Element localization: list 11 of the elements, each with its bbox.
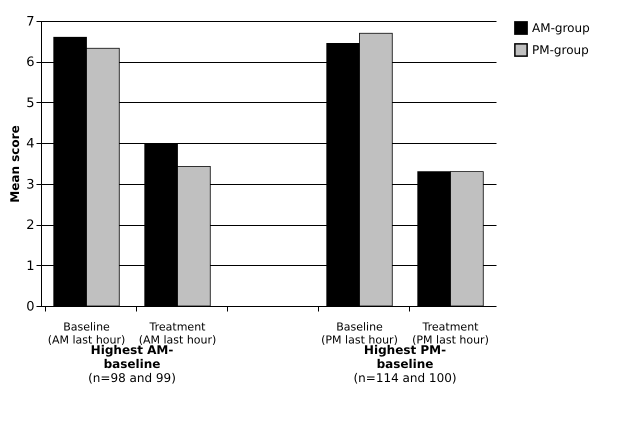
y-tick-label: 1 — [26, 258, 34, 274]
y-tick-label: 7 — [26, 14, 34, 30]
y-axis-title: Mean score — [8, 125, 22, 203]
y-tick-label: 4 — [26, 136, 34, 152]
y-tick-label: 0 — [26, 300, 34, 314]
y-tick-label: 3 — [26, 177, 34, 192]
y-tick-label: 2 — [26, 218, 34, 234]
y-tick-label: 5 — [26, 96, 34, 111]
legend-label: PM-group — [532, 43, 589, 57]
y-tick-label: 6 — [26, 55, 34, 70]
legend-label: AM-group — [532, 21, 590, 35]
